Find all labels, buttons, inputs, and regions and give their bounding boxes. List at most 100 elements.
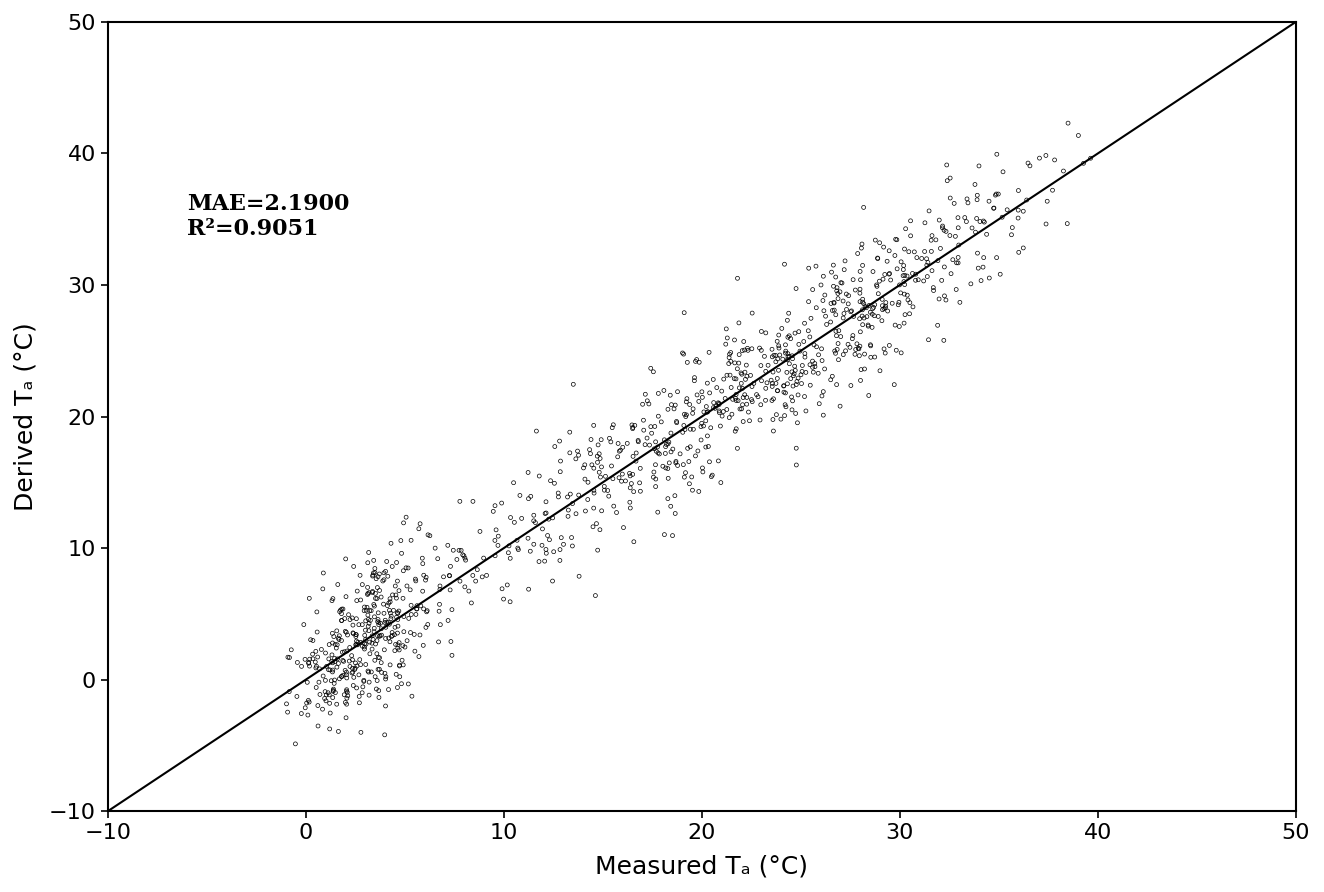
Point <box>899 307 920 321</box>
Point <box>732 415 753 429</box>
Point <box>661 445 682 459</box>
Point <box>373 642 395 657</box>
Point <box>367 581 388 595</box>
Point <box>945 283 967 297</box>
Point <box>894 277 915 292</box>
Point <box>830 329 851 343</box>
Point <box>393 657 414 672</box>
Point <box>323 630 344 644</box>
Point <box>850 282 871 296</box>
Point <box>677 392 698 406</box>
Point <box>354 640 375 654</box>
Point <box>724 424 745 438</box>
Point <box>355 657 376 672</box>
Point <box>785 406 806 420</box>
Point <box>412 557 433 571</box>
Point <box>678 454 699 468</box>
Point <box>655 446 677 460</box>
Point <box>548 486 569 500</box>
Point <box>696 405 718 419</box>
Point <box>475 568 496 582</box>
Point <box>702 468 723 483</box>
Point <box>323 682 344 697</box>
Point <box>308 675 330 690</box>
Point <box>735 365 756 379</box>
Point <box>982 202 1004 216</box>
Point <box>609 471 630 485</box>
Point <box>839 340 861 354</box>
Point <box>310 688 331 702</box>
Point <box>369 616 391 631</box>
Point <box>849 339 870 353</box>
Point <box>879 338 900 352</box>
Point <box>606 506 628 520</box>
Point <box>978 194 1000 209</box>
Point <box>775 398 796 412</box>
Point <box>655 461 677 475</box>
Point <box>916 269 937 284</box>
Point <box>715 392 736 406</box>
Point <box>948 251 969 265</box>
Point <box>319 722 340 736</box>
Point <box>326 624 347 638</box>
Point <box>388 583 409 598</box>
Point <box>368 615 389 630</box>
Point <box>906 273 927 287</box>
Point <box>706 399 727 413</box>
Point <box>335 695 356 709</box>
Point <box>895 308 916 322</box>
Point <box>718 357 739 371</box>
Y-axis label: Derived Tₐ (°C): Derived Tₐ (°C) <box>13 322 38 511</box>
Point <box>641 419 662 434</box>
Point <box>896 268 918 283</box>
Point <box>634 437 655 451</box>
Point <box>967 246 988 260</box>
Point <box>322 665 343 679</box>
Point <box>622 467 643 482</box>
Point <box>794 316 816 330</box>
Point <box>792 359 813 373</box>
Point <box>700 469 722 483</box>
Point <box>688 355 710 369</box>
Point <box>565 507 587 521</box>
Point <box>920 233 941 247</box>
Point <box>315 694 336 708</box>
Point <box>825 346 846 360</box>
Point <box>853 296 874 310</box>
Point <box>736 397 757 411</box>
Point <box>367 629 388 643</box>
Point <box>346 638 367 652</box>
Point <box>365 591 387 606</box>
Point <box>699 455 720 469</box>
Point <box>1013 241 1034 255</box>
Point <box>858 298 879 312</box>
Point <box>986 147 1008 161</box>
Point <box>360 613 381 627</box>
Point <box>377 599 399 613</box>
Point <box>312 566 334 580</box>
Point <box>420 529 441 543</box>
Point <box>342 665 363 680</box>
Point <box>719 410 740 425</box>
Point <box>736 358 757 372</box>
Point <box>583 418 604 433</box>
Point <box>563 377 584 392</box>
Point <box>654 433 675 447</box>
Point <box>695 440 716 454</box>
Point <box>700 421 722 435</box>
Point <box>440 568 461 582</box>
Point <box>441 648 462 663</box>
Point <box>357 586 379 600</box>
Point <box>777 352 798 367</box>
Point <box>335 664 356 678</box>
Point <box>575 504 596 518</box>
Point <box>849 311 870 326</box>
Point <box>862 320 883 334</box>
Point <box>438 568 459 582</box>
Point <box>385 579 406 593</box>
Point <box>359 585 380 599</box>
Point <box>756 376 777 390</box>
Point <box>369 629 391 643</box>
Point <box>342 661 363 675</box>
Point <box>708 396 730 410</box>
